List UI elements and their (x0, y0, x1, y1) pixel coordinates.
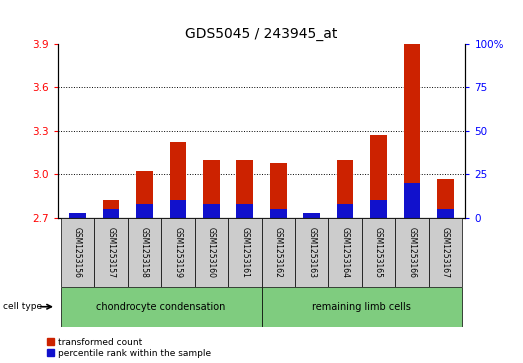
Bar (195, 218, 228, 287)
Text: remaining limb cells: remaining limb cells (312, 302, 411, 312)
Text: cell type: cell type (3, 302, 42, 311)
Bar (395, 218, 429, 287)
Bar (337, 160, 354, 218)
Legend: transformed count, percentile rank within the sample: transformed count, percentile rank withi… (47, 337, 212, 359)
Bar (136, 171, 153, 218)
Bar (404, 41, 420, 218)
Bar (429, 218, 462, 287)
Text: GSM1253156: GSM1253156 (73, 227, 82, 278)
Text: GSM1253161: GSM1253161 (240, 227, 249, 278)
Bar (236, 204, 253, 218)
Text: GSM1253157: GSM1253157 (107, 227, 116, 278)
Bar (236, 160, 253, 218)
Text: GSM1253159: GSM1253159 (174, 227, 183, 278)
Text: GSM1253166: GSM1253166 (407, 227, 416, 278)
Bar (61, 218, 94, 287)
Bar (94, 218, 128, 287)
Bar (128, 218, 161, 287)
Bar (437, 179, 454, 218)
Bar (270, 209, 287, 218)
Bar (103, 200, 119, 218)
Text: GSM1253160: GSM1253160 (207, 227, 216, 278)
Bar (203, 160, 220, 218)
Text: chondrocyte condensation: chondrocyte condensation (97, 302, 226, 312)
Bar (295, 218, 328, 287)
Bar (161, 218, 195, 287)
Bar (370, 200, 387, 218)
Bar (262, 218, 295, 287)
Text: GSM1253167: GSM1253167 (441, 227, 450, 278)
Bar (103, 209, 119, 218)
Bar (337, 204, 354, 218)
Bar (404, 183, 420, 218)
Bar (69, 213, 86, 218)
Bar (203, 204, 220, 218)
Text: GSM1253164: GSM1253164 (340, 227, 349, 278)
Text: GSM1253165: GSM1253165 (374, 227, 383, 278)
Bar (328, 218, 362, 287)
Bar (303, 215, 320, 218)
Bar (136, 204, 153, 218)
Text: GSM1253162: GSM1253162 (274, 227, 283, 278)
Bar (270, 163, 287, 218)
Bar (61, 287, 262, 327)
Text: GSM1253163: GSM1253163 (307, 227, 316, 278)
Bar (169, 200, 186, 218)
Bar (362, 218, 395, 287)
Bar (169, 142, 186, 218)
Bar (262, 287, 462, 327)
Bar (370, 135, 387, 218)
Bar (228, 218, 262, 287)
Bar (437, 209, 454, 218)
Title: GDS5045 / 243945_at: GDS5045 / 243945_at (185, 27, 338, 41)
Bar (303, 213, 320, 218)
Bar (69, 213, 86, 218)
Text: GSM1253158: GSM1253158 (140, 227, 149, 278)
